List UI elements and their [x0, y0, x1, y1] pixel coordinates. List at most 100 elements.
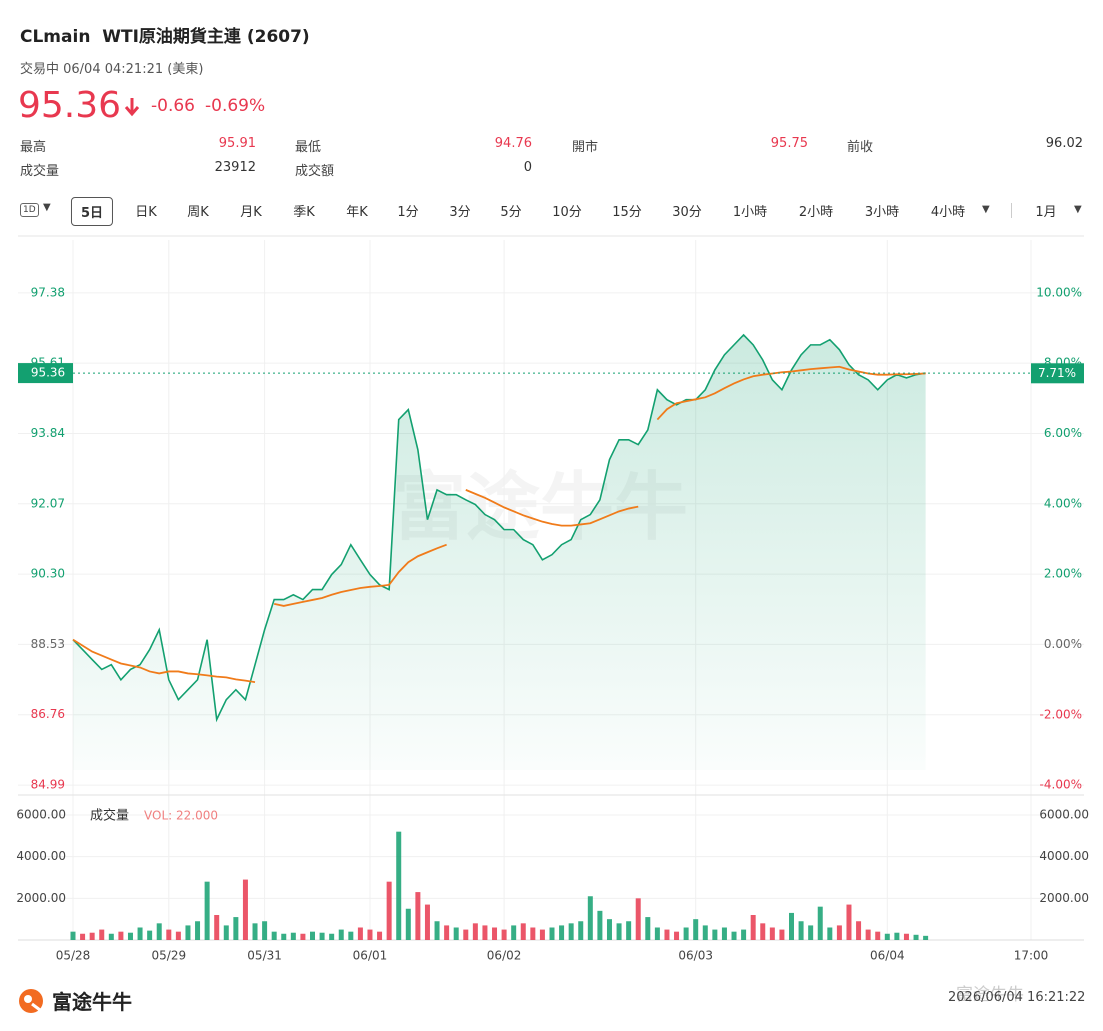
- volume-bar: [118, 931, 124, 940]
- change-pct: -0.69%: [205, 96, 266, 116]
- volume-bar: [262, 921, 268, 940]
- x-tick-label: 05/28: [56, 949, 91, 963]
- volume-bar: [501, 929, 507, 940]
- volume-bar: [386, 881, 392, 940]
- volume-bar: [233, 917, 239, 940]
- x-tick-label: 05/29: [152, 949, 187, 963]
- volume-bar: [415, 892, 421, 940]
- period-tab[interactable]: 5分: [500, 205, 522, 220]
- volume-bar: [654, 927, 660, 940]
- volume-label: VOL: 22.000: [144, 809, 218, 823]
- period-tab[interactable]: 年K: [346, 205, 368, 220]
- volume-bar: [319, 932, 325, 940]
- period-tab[interactable]: 1分: [397, 205, 419, 220]
- volume-bar: [281, 933, 287, 940]
- volume-bar: [884, 933, 890, 940]
- period-tab[interactable]: 1小時: [732, 205, 768, 220]
- volume-bar: [357, 927, 363, 940]
- volume-bar: [606, 919, 612, 940]
- y2-tick-label: -4.00%: [1040, 778, 1082, 792]
- volume-bar: [472, 923, 478, 940]
- volume-bar: [693, 919, 699, 940]
- period-tab[interactable]: 3小時: [864, 205, 900, 220]
- volume-bar: [635, 898, 641, 940]
- volume-bar: [530, 927, 536, 940]
- y-tick-label: 86.76: [31, 707, 65, 721]
- volume-bar: [156, 923, 162, 940]
- title: CLmain WTI原油期貨主連 (2607): [20, 27, 310, 47]
- volume-bar: [539, 929, 545, 940]
- volume-bar: [300, 933, 306, 940]
- stat-label: 前收: [847, 140, 874, 155]
- volume-bar: [223, 925, 229, 940]
- stat-value: 23912: [214, 160, 256, 175]
- volume-bar: [453, 927, 459, 940]
- period-tab[interactable]: 10分: [552, 205, 582, 220]
- volume-bar: [147, 930, 153, 940]
- volume-bar: [195, 921, 201, 940]
- volume-bar: [338, 929, 344, 940]
- volume-bar: [712, 929, 718, 940]
- tab-separator: [1011, 203, 1012, 218]
- period-tab[interactable]: 月K: [240, 205, 262, 220]
- volume-bar: [80, 933, 86, 940]
- y2-tick-label: 10.00%: [1036, 285, 1082, 299]
- stat-value: 96.02: [1045, 136, 1083, 151]
- dropdown-caret: ▼: [1074, 204, 1082, 215]
- period-tab[interactable]: 30分: [672, 205, 702, 220]
- stat-label: 成交額: [295, 164, 335, 179]
- period-icon[interactable]: 1D: [20, 203, 39, 217]
- volume-bar: [760, 923, 766, 940]
- volume-bar: [856, 921, 862, 940]
- volume-bar: [166, 929, 172, 940]
- logo-text: 富途牛牛: [52, 990, 132, 1014]
- volume-bar: [903, 933, 909, 940]
- volume-bar: [645, 917, 651, 940]
- volume-bar: [846, 904, 852, 940]
- x-tick-label: 05/31: [247, 949, 282, 963]
- dropdown-caret: ▼: [982, 204, 990, 215]
- volume-bar: [396, 831, 402, 940]
- x-tick-label: 17:00: [1014, 949, 1049, 963]
- period-tab[interactable]: 3分: [449, 205, 471, 220]
- volume-bar: [108, 933, 114, 940]
- period-tab[interactable]: 1月: [1035, 205, 1057, 220]
- volume-bar: [405, 908, 411, 940]
- volume-tick-label: 6000.00: [16, 808, 66, 822]
- volume-bar: [836, 925, 842, 940]
- volume-bar: [463, 929, 469, 940]
- volume-bar: [769, 927, 775, 940]
- period-tab[interactable]: 季K: [293, 205, 315, 220]
- volume-bar: [779, 929, 785, 940]
- volume-tick-label: 4000.00: [1039, 849, 1089, 863]
- period-tab[interactable]: 5日: [70, 197, 114, 226]
- volume-bar: [731, 931, 737, 940]
- y-tick-label: 84.99: [31, 778, 65, 792]
- period-tab[interactable]: 日K: [135, 205, 157, 220]
- volume-bar: [741, 929, 747, 940]
- x-tick-label: 06/01: [353, 949, 388, 963]
- volume-bar: [290, 932, 296, 940]
- last-price-label: 95.36: [31, 366, 65, 380]
- volume-bar: [798, 921, 804, 940]
- stat-value: 95.75: [770, 136, 808, 151]
- last-pct-label: 7.71%: [1038, 366, 1076, 380]
- volume-bar: [271, 931, 277, 940]
- volume-bar: [310, 931, 315, 940]
- y-tick-label: 97.38: [31, 285, 65, 299]
- volume-bar: [875, 931, 881, 940]
- period-tab[interactable]: 2小時: [798, 205, 834, 220]
- stat-value: 0: [523, 160, 532, 175]
- volume-bar: [894, 932, 900, 940]
- volume-tick-label: 2000.00: [16, 891, 66, 905]
- volume-bar: [702, 925, 708, 940]
- volume-tick-label: 6000.00: [1039, 808, 1089, 822]
- period-tab[interactable]: 4小時: [930, 205, 966, 220]
- period-tab[interactable]: 周K: [187, 205, 209, 220]
- volume-bar: [511, 925, 517, 940]
- volume-bar: [520, 923, 526, 940]
- period-tab[interactable]: 15分: [612, 205, 642, 220]
- y-tick-label: 93.84: [31, 426, 65, 440]
- average-line: [72, 365, 926, 684]
- volume-bar: [827, 927, 833, 940]
